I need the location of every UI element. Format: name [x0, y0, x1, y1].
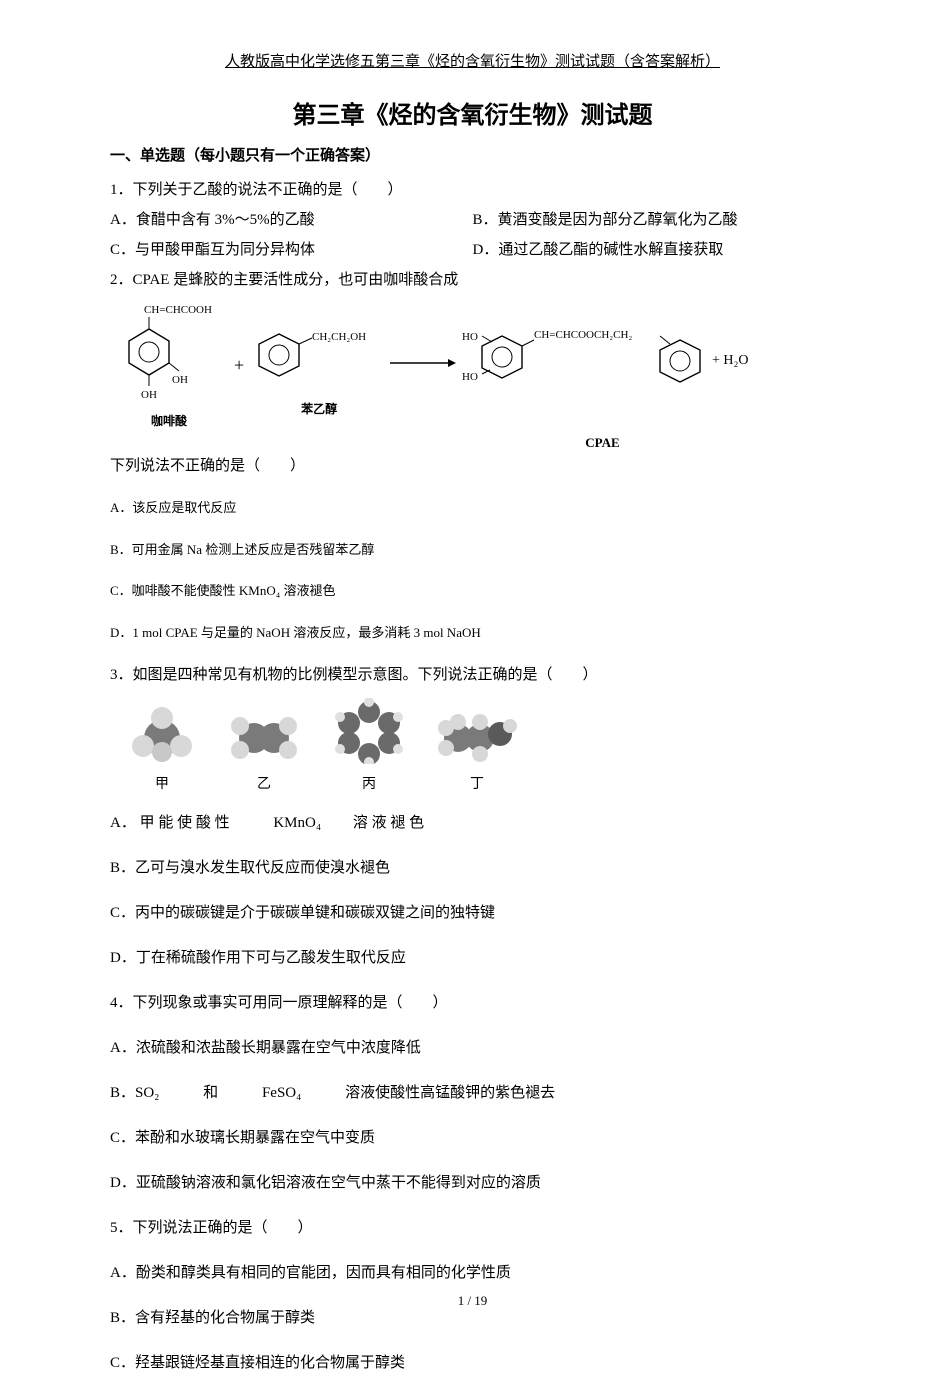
- arrow-icon: [388, 353, 458, 377]
- q1-opt-a: A．食醋中含有 3%～5%的乙酸: [110, 205, 473, 235]
- model-yi: 乙: [224, 708, 304, 793]
- model-jia: 甲: [128, 704, 196, 793]
- document-page: 人教版高中化学选修五第三章《烃的含氧衍生物》测试试题（含答案解析） 第三章《烃的…: [0, 0, 945, 1337]
- svg-text:+ H₂O: + H₂O: [712, 353, 749, 368]
- model-ding: 丁: [434, 708, 520, 793]
- svg-text:HO: HO: [462, 371, 478, 383]
- q5-opt-a: A．酚类和醇类具有相同的官能团，因而具有相同的化学性质: [110, 1258, 835, 1288]
- page-footer: 1 / 19: [0, 1293, 945, 1309]
- svg-text:CH=CHCOOCH₂CH₂: CH=CHCOOCH₂CH₂: [534, 329, 632, 341]
- q2-post: 下列说法不正确的是（ ）: [110, 451, 835, 481]
- mol-cpae: HO HO CH=CHCOOCH₂CH₂ + H₂O: [462, 318, 752, 412]
- svg-text:OH: OH: [172, 374, 188, 386]
- q5-stem: 5．下列说法正确的是（ ）: [110, 1213, 835, 1243]
- q1-opt-c: C．与甲酸甲酯互为同分异构体: [110, 235, 473, 265]
- q1-row2: C．与甲酸甲酯互为同分异构体 D．通过乙酸乙酯的碱性水解直接获取: [110, 235, 835, 265]
- page-title: 第三章《烃的含氧衍生物》测试题: [110, 95, 835, 130]
- q2-stem: 2．CPAE 是蜂胶的主要活性成分，也可由咖啡酸合成: [110, 265, 835, 295]
- q4-stem: 4．下列现象或事实可用同一原理解释的是（ ）: [110, 988, 835, 1018]
- mol-caffeic-acid: CH=CHCOOH OH OH 咖啡酸: [114, 301, 224, 429]
- q3-opt-a: A． 甲 能 使 酸 性 KMnO₄ 溶 液 褪 色: [110, 808, 835, 838]
- plus-icon: +: [234, 355, 244, 376]
- q2-opt-b: B．可用金属 Na 检测上述反应是否残留苯乙醇: [110, 536, 835, 565]
- model-bing: 丙: [332, 698, 406, 793]
- q4-opt-b: B．SO₂ 和 FeSO₄ 溶液使酸性高锰酸钾的紫色褪去: [110, 1078, 835, 1108]
- label-chchcooh: CH=CHCOOH: [144, 304, 212, 316]
- q3-opt-b: B．乙可与溴水发生取代反应而使溴水褪色: [110, 853, 835, 883]
- svg-text:CH₂CH₂OH: CH₂CH₂OH: [312, 331, 366, 343]
- q1-row1: A．食醋中含有 3%～5%的乙酸 B．黄酒变酸是因为部分乙醇氧化为乙酸: [110, 205, 835, 235]
- svg-text:HO: HO: [462, 331, 478, 343]
- q4-opt-a: A．浓硫酸和浓盐酸长期暴露在空气中浓度降低: [110, 1033, 835, 1063]
- q2-opt-a: A．该反应是取代反应: [110, 494, 835, 523]
- q5-opt-c: C．羟基跟链烃基直接相连的化合物属于醇类: [110, 1348, 835, 1378]
- q1-stem: 1．下列关于乙酸的说法不正确的是（ ）: [110, 175, 835, 205]
- q2-opt-c: C．咖啡酸不能使酸性 KMnO₄ 溶液褪色: [110, 577, 835, 606]
- q2-opt-d: D．1 mol CPAE 与足量的 NaOH 溶液反应，最多消耗 3 mol N…: [110, 619, 835, 648]
- q3-opt-c: C．丙中的碳碳键是介于碳碳单键和碳碳双键之间的独特键: [110, 898, 835, 928]
- q3-opt-d: D．丁在稀硫酸作用下可与乙酸发生取代反应: [110, 943, 835, 973]
- q4-opt-c: C．苯酚和水玻璃长期暴露在空气中变质: [110, 1123, 835, 1153]
- q3-stem: 3．如图是四种常见有机物的比例模型示意图。下列说法正确的是（ ）: [110, 660, 835, 690]
- svg-text:OH: OH: [141, 389, 157, 401]
- label-cpae: CPAE: [110, 435, 835, 451]
- q4-opt-d: D．亚硫酸钠溶液和氯化铝溶液在空气中蒸干不能得到对应的溶质: [110, 1168, 835, 1198]
- q1-opt-d: D．通过乙酸乙酯的碱性水解直接获取: [473, 235, 836, 265]
- page-header: 人教版高中化学选修五第三章《烃的含氧衍生物》测试试题（含答案解析）: [110, 50, 835, 71]
- label-phenylethanol: 苯乙醇: [254, 400, 384, 417]
- q1-opt-b: B．黄酒变酸是因为部分乙醇氧化为乙酸: [473, 205, 836, 235]
- section-heading: 一、单选题（每小题只有一个正确答案）: [110, 144, 835, 165]
- label-caffeic: 咖啡酸: [114, 412, 224, 429]
- q3-models: 甲 乙: [128, 698, 835, 793]
- mol-phenylethanol: CH₂CH₂OH 苯乙醇: [254, 314, 384, 417]
- q2-reaction-diagram: CH=CHCOOH OH OH 咖啡酸 + CH₂CH₂OH: [110, 301, 835, 429]
